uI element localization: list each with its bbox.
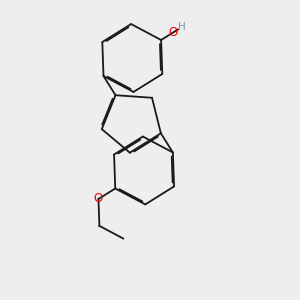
Text: H: H xyxy=(178,22,185,32)
Text: O: O xyxy=(94,193,103,206)
Text: O: O xyxy=(168,26,178,39)
